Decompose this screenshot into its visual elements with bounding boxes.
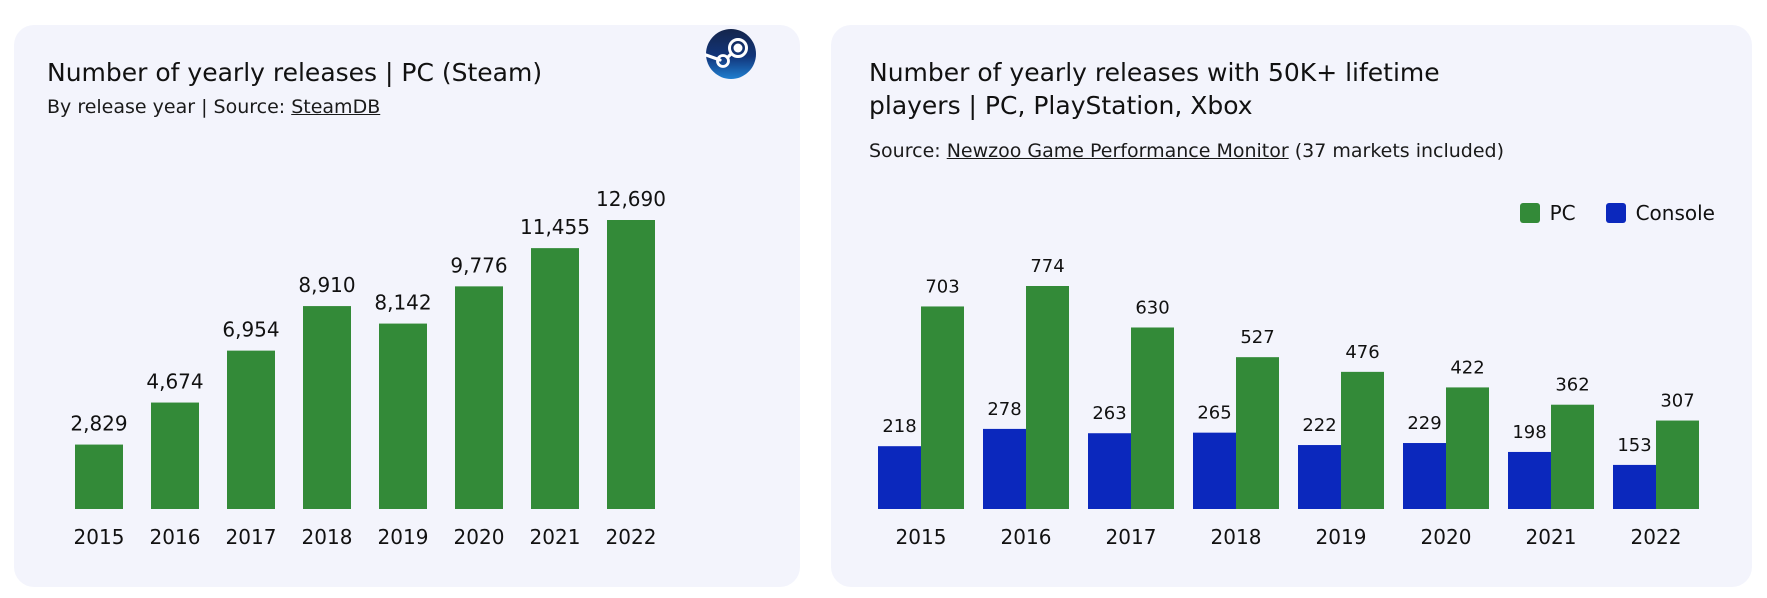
x-tick-2017: 2017 — [226, 525, 277, 549]
value-label-pc-2020: 422 — [1450, 357, 1484, 378]
bar-console-2016 — [983, 428, 1026, 509]
bar-console-2021 — [1508, 451, 1551, 509]
right-subtitle-prefix: Source: — [869, 140, 947, 162]
bar-console-2019 — [1298, 445, 1341, 509]
newzoo-link[interactable]: Newzoo Game Performance Monitor — [946, 140, 1289, 162]
bar-console-2018 — [1193, 432, 1236, 509]
left-subtitle-prefix: By release year | Source: — [47, 96, 292, 118]
value-label-2015: 2,829 — [70, 412, 127, 436]
value-label-pc-2016: 774 — [1030, 256, 1064, 277]
bar-2016 — [151, 402, 199, 509]
bar-2018 — [303, 306, 351, 509]
legend-item-console: Console — [1605, 201, 1715, 225]
bar-pc-2020 — [1446, 387, 1489, 509]
value-label-pc-2022: 307 — [1660, 391, 1694, 412]
bar-console-2022 — [1613, 464, 1656, 509]
bar-console-2015 — [878, 446, 921, 509]
left-chart-subtitle: By release year | Source: SteamDB — [47, 95, 380, 119]
bar-2022 — [607, 220, 655, 509]
bar-2019 — [379, 323, 427, 509]
value-label-console-2018: 265 — [1197, 403, 1231, 424]
x-tick-2021: 2021 — [1526, 525, 1577, 549]
legend-swatch-console — [1605, 203, 1626, 223]
value-label-pc-2019: 476 — [1345, 342, 1379, 363]
value-label-pc-2015: 703 — [925, 276, 959, 297]
value-label-console-2019: 222 — [1302, 415, 1336, 436]
x-tick-2019: 2019 — [1316, 525, 1367, 549]
x-tick-2019: 2019 — [378, 525, 429, 549]
value-label-pc-2018: 527 — [1240, 327, 1274, 348]
right-title-line1: Number of yearly releases with 50K+ life… — [869, 58, 1440, 87]
value-label-2020: 9,776 — [450, 253, 507, 277]
value-label-2019: 8,142 — [374, 291, 431, 315]
value-label-console-2016: 278 — [987, 399, 1021, 420]
value-label-pc-2021: 362 — [1555, 375, 1589, 396]
x-tick-2022: 2022 — [606, 525, 657, 549]
value-label-2021: 11,455 — [520, 215, 590, 239]
steamdb-link[interactable]: SteamDB — [291, 96, 381, 118]
legend-item-pc: PC — [1519, 201, 1576, 225]
value-label-console-2017: 263 — [1092, 403, 1126, 424]
x-tick-2018: 2018 — [302, 525, 353, 549]
right-chart-subtitle: Source: Newzoo Game Performance Monitor … — [869, 139, 1504, 163]
value-label-console-2015: 218 — [882, 416, 916, 437]
value-label-console-2021: 198 — [1512, 422, 1546, 443]
steam-icon — [705, 29, 756, 79]
x-tick-2022: 2022 — [1631, 525, 1682, 549]
legend-label-console: Console — [1635, 201, 1715, 225]
bar-console-2020 — [1403, 443, 1446, 509]
x-tick-2020: 2020 — [454, 525, 505, 549]
x-tick-2016: 2016 — [1001, 525, 1052, 549]
x-tick-2015: 2015 — [74, 525, 125, 549]
value-label-2018: 8,910 — [298, 273, 355, 297]
right-subtitle-suffix: (37 markets included) — [1288, 140, 1505, 162]
x-tick-2021: 2021 — [530, 525, 581, 549]
right-title-line2: players | PC, PlayStation, Xbox — [869, 91, 1253, 120]
value-label-console-2022: 153 — [1617, 435, 1651, 456]
legend-label-pc: PC — [1549, 201, 1576, 225]
x-tick-2016: 2016 — [150, 525, 201, 549]
bar-2017 — [227, 350, 275, 509]
bar-pc-2017 — [1131, 327, 1174, 509]
bar-pc-2016 — [1026, 286, 1069, 509]
bar-pc-2021 — [1551, 404, 1594, 509]
x-tick-2015: 2015 — [896, 525, 947, 549]
left-chart-title: Number of yearly releases | PC (Steam) — [47, 58, 543, 87]
value-label-2022: 12,690 — [596, 187, 666, 211]
bar-pc-2018 — [1236, 357, 1279, 509]
x-tick-2017: 2017 — [1106, 525, 1157, 549]
right-chart-title: Number of yearly releases with 50K+ life… — [869, 56, 1440, 122]
bar-2021 — [531, 248, 579, 510]
bar-2020 — [455, 286, 503, 509]
value-label-console-2020: 229 — [1407, 413, 1441, 434]
bar-pc-2019 — [1341, 371, 1384, 509]
bar-pc-2015 — [921, 306, 964, 509]
x-tick-2020: 2020 — [1421, 525, 1472, 549]
value-label-pc-2017: 630 — [1135, 297, 1169, 318]
chart-legend: PC Console — [1490, 201, 1715, 225]
bar-2015 — [75, 444, 123, 509]
bar-console-2017 — [1088, 433, 1131, 509]
x-tick-2018: 2018 — [1211, 525, 1262, 549]
value-label-2017: 6,954 — [222, 318, 279, 342]
bar-pc-2022 — [1656, 420, 1699, 509]
value-label-2016: 4,674 — [146, 370, 203, 394]
legend-swatch-pc — [1519, 203, 1540, 223]
